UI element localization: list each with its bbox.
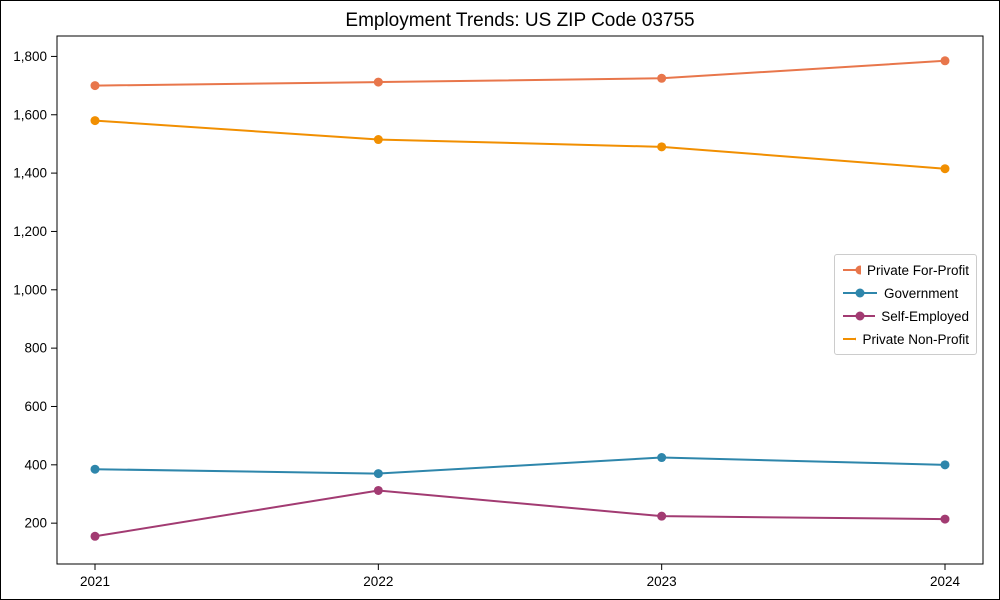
data-point	[657, 73, 667, 83]
legend-marker-line-icon	[843, 336, 857, 342]
x-tick-label: 2022	[363, 574, 393, 589]
legend-marker-line-icon	[843, 288, 877, 298]
data-point	[90, 116, 100, 126]
series-line-private-non-profit	[94, 119, 946, 170]
legend-label: Private For-Profit	[866, 262, 969, 278]
legend-item: Private Non-Profit	[842, 330, 969, 348]
y-tick-label: 1,800	[13, 49, 47, 64]
legend-marker-line-icon	[843, 265, 861, 275]
y-tick-label: 1,200	[13, 224, 47, 239]
legend-label: Private Non-Profit	[862, 331, 969, 347]
data-point	[373, 135, 383, 145]
series-line-private-for-profit	[94, 59, 946, 87]
data-point	[940, 514, 950, 524]
y-tick-label: 200	[24, 516, 47, 531]
x-tick-label: 2023	[647, 574, 677, 589]
y-tick-label: 800	[24, 341, 47, 356]
y-tick-label: 600	[24, 399, 47, 414]
x-tick-label: 2021	[80, 574, 110, 589]
legend-item: Self-Employed	[842, 307, 969, 325]
data-point	[657, 142, 667, 152]
data-point	[940, 460, 950, 470]
data-point	[940, 56, 950, 66]
y-tick-label: 1,000	[13, 282, 47, 297]
legend-item: Government	[842, 284, 969, 302]
data-point	[90, 81, 100, 91]
series-line-self-employed	[94, 489, 946, 538]
y-tick-label: 1,400	[13, 166, 47, 181]
y-tick-label: 1,600	[13, 107, 47, 122]
data-point	[90, 464, 100, 474]
axes-frame	[56, 35, 984, 565]
data-point	[373, 485, 383, 495]
data-point	[90, 531, 100, 541]
legend: Private For-Profit Government Self-Employe…	[834, 254, 977, 355]
data-point	[940, 164, 950, 174]
chart-title: Employment Trends: US ZIP Code 03755	[345, 10, 695, 31]
series-line-government	[94, 456, 946, 475]
legend-item: Private For-Profit	[842, 261, 969, 279]
data-point	[373, 469, 383, 479]
legend-marker-line-icon	[843, 311, 876, 321]
x-tick-label: 2024	[930, 574, 961, 589]
y-tick-label: 400	[24, 457, 47, 472]
legend-label: Self-Employed	[881, 308, 969, 324]
data-point	[657, 453, 667, 463]
legend-label: Government	[884, 285, 959, 301]
data-point	[657, 511, 667, 521]
data-point	[373, 77, 383, 87]
